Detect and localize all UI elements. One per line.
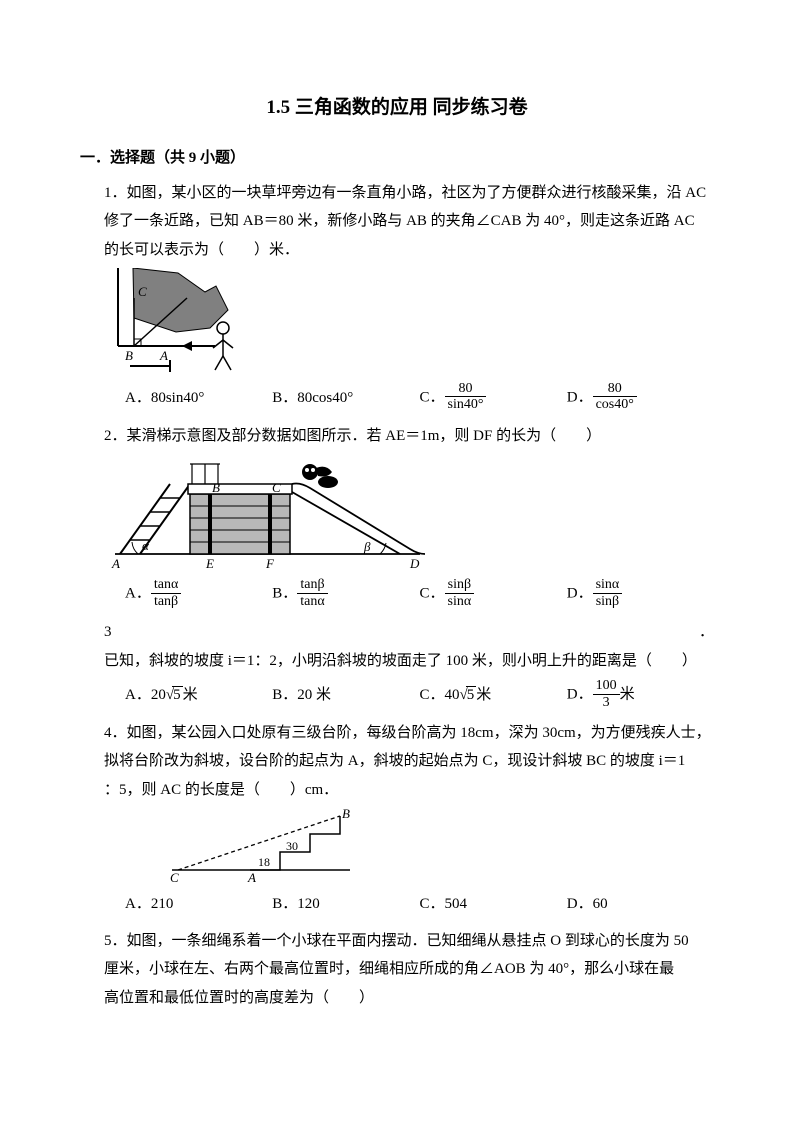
question-4: 4．如图，某公园入口处原有三级台阶，每级台阶高为 18cm，深为 30cm，为方… — [80, 719, 714, 919]
q4-line1: 如图，某公园入口处原有三级台阶，每级台阶高为 18cm，深为 30cm，为方便残… — [127, 725, 711, 741]
q5-line3: 高位置和最低位置时的高度差为（ ） — [80, 984, 714, 1013]
svg-text:β: β — [363, 539, 371, 554]
q1-number: 1． — [104, 185, 127, 201]
svg-text:F: F — [265, 556, 275, 571]
q2-number: 2． — [104, 428, 127, 444]
svg-text:C: C — [170, 870, 179, 885]
q1-line2: 修了一条近路，已知 AB＝80 米，新修小路与 AB 的夹角∠CAB 为 40°… — [80, 207, 714, 236]
svg-text:30: 30 — [286, 839, 298, 853]
question-5: 5．如图，一条细绳系着一个小球在平面内摆动．已知细绳从悬挂点 O 到球心的长度为… — [80, 927, 714, 1013]
svg-text:C: C — [272, 480, 281, 495]
svg-text:A: A — [111, 556, 120, 571]
svg-text:B: B — [125, 348, 133, 363]
q5-line1: 如图，一条细绳系着一个小球在平面内摆动．已知细绳从悬挂点 O 到球心的长度为 5… — [127, 933, 689, 949]
q4-line3: ：5，则 AC 的长度是（ ）cm． — [80, 776, 714, 805]
q2-options: A．tanαtanβ B．tanβtanα C．sinβsinα D．sinαs… — [80, 578, 714, 610]
q1-figure: C B A — [110, 268, 714, 378]
svg-text:E: E — [205, 556, 214, 571]
q5-number: 5． — [104, 933, 127, 949]
svg-text:α: α — [142, 538, 150, 553]
q3-options: A．20√5米 B．20 米 C．40√5米 D．1003米 — [80, 679, 714, 711]
svg-text:B: B — [342, 808, 350, 821]
q1-options: A．80sin40° B．80cos40° C．80sin40° D．80cos… — [80, 382, 714, 414]
q3-number: 3． — [104, 624, 714, 640]
q1-line1: 如图，某小区的一块草坪旁边有一条直角小路，社区为了方便群众进行核酸采集，沿 AC — [127, 185, 707, 201]
q4-line2: 拟将台阶改为斜坡，设台阶的起点为 A，斜坡的起始点为 C，现设计斜坡 BC 的坡… — [80, 747, 714, 776]
q4-options: A．210 B．120 C．504 D．60 — [80, 890, 714, 919]
page-title: 1.5 三角函数的应用 同步练习卷 — [80, 90, 714, 126]
svg-text:A: A — [159, 348, 168, 363]
section-header: 一．选择题（共 9 小题） — [80, 144, 714, 173]
question-3: 3． 已知，斜坡的坡度 i＝1：2，小明沿斜坡的坡面走了 100 米，则小明上升的… — [80, 618, 714, 711]
svg-text:18: 18 — [258, 855, 270, 869]
svg-text:B: B — [212, 480, 220, 495]
svg-text:A: A — [247, 870, 256, 885]
q5-line2: 厘米，小球在左、右两个最高位置时，细绳相应所成的角∠AOB 为 40°，那么小球… — [80, 955, 714, 984]
q4-number: 4． — [104, 725, 127, 741]
question-1: 1．如图，某小区的一块草坪旁边有一条直角小路，社区为了方便群众进行核酸采集，沿 … — [80, 179, 714, 414]
svg-text:D: D — [409, 556, 420, 571]
q3-stem: 已知，斜坡的坡度 i＝1：2，小明沿斜坡的坡面走了 100 米，则小明上升的距离… — [104, 653, 697, 669]
q2-stem: 某滑梯示意图及部分数据如图所示．若 AE＝1m，则 DF 的长为（ ） — [127, 428, 602, 444]
q2-figure: A E F D B C α β — [110, 454, 714, 574]
q1-line3: 的长可以表示为（ ）米． — [80, 236, 714, 265]
question-2: 2．某滑梯示意图及部分数据如图所示．若 AE＝1m，则 DF 的长为（ ） — [80, 422, 714, 610]
q4-figure: C A B 18 30 — [170, 808, 714, 886]
svg-text:C: C — [138, 284, 147, 299]
